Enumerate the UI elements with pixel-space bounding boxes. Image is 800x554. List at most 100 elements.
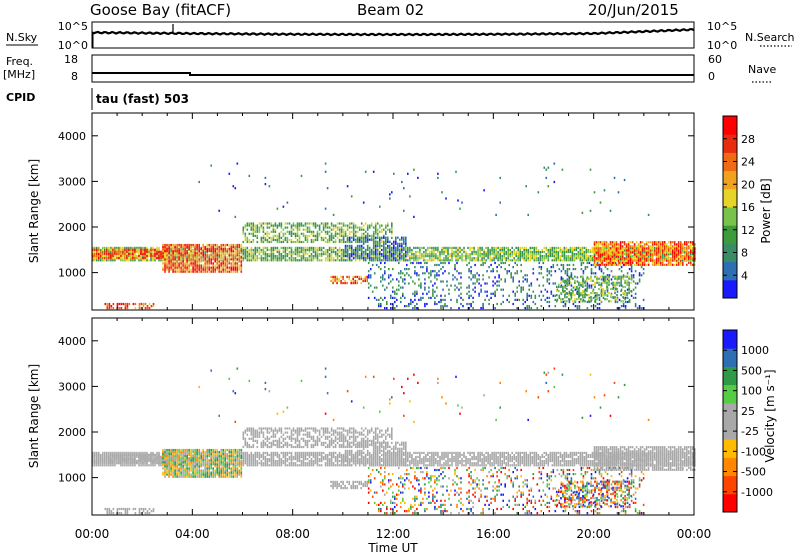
power-pixel	[326, 248, 329, 252]
power-pixel	[421, 246, 423, 249]
power-pixel	[680, 261, 682, 264]
power-pixel	[348, 253, 351, 256]
power-pixel	[546, 280, 549, 283]
power-pixel	[541, 255, 544, 258]
power-pixel	[623, 247, 626, 250]
power-pixel	[282, 238, 285, 242]
power-pixel	[441, 248, 443, 252]
power-pixel	[641, 255, 644, 258]
power-pixel	[601, 253, 604, 256]
power-pixel	[194, 254, 196, 257]
power-pixel	[567, 257, 570, 260]
power-pixel	[478, 278, 480, 281]
power-pixel	[441, 246, 443, 249]
power-pixel	[521, 257, 523, 260]
power-pixel	[639, 255, 642, 258]
power-pixel	[210, 254, 212, 257]
power-pixel	[348, 257, 351, 260]
power-pixel	[451, 259, 453, 262]
power-pixel	[597, 259, 600, 262]
power-pixel	[186, 258, 188, 261]
power-pixel	[146, 305, 149, 308]
power-pixel	[560, 278, 563, 281]
power-pixel	[238, 268, 241, 271]
power-pixel	[369, 276, 372, 279]
power-pixel	[252, 222, 255, 225]
power-pixel	[334, 253, 337, 256]
power-pixel	[96, 246, 98, 249]
power-pixel	[330, 250, 333, 254]
power-pixel	[350, 259, 353, 262]
power-pixel	[250, 224, 253, 227]
power-pixel	[118, 307, 121, 310]
power-pixel	[310, 253, 313, 256]
power-pixel	[270, 230, 273, 233]
power-pixel	[483, 253, 485, 256]
power-pixel	[552, 294, 555, 297]
power-pixel	[190, 248, 192, 251]
power-pixel	[446, 305, 448, 308]
power-pixel	[469, 259, 471, 262]
power-pixel	[517, 250, 519, 254]
power-pixel	[338, 277, 340, 281]
power-pixel	[172, 248, 174, 251]
power-pixel	[637, 257, 640, 260]
power-pixel	[367, 282, 370, 285]
power-pixel	[588, 277, 590, 280]
power-pixel	[122, 246, 124, 249]
power-pixel	[244, 238, 247, 242]
power-pixel	[264, 259, 267, 262]
power-pixel	[312, 246, 315, 249]
power-pixel	[362, 255, 365, 258]
power-pixel	[324, 222, 327, 225]
power-pixel	[619, 247, 622, 250]
nsky-tick-top-left: 10^5	[58, 20, 88, 33]
power-pixel	[515, 253, 517, 256]
power-pixel	[519, 250, 521, 254]
power-pixel	[434, 263, 436, 267]
power-pixel	[467, 253, 469, 256]
power-pixel	[602, 280, 605, 283]
power-pixel	[680, 251, 682, 254]
power-pixel	[526, 280, 528, 283]
power-pixel	[306, 234, 309, 237]
power-pixel	[194, 270, 196, 273]
power-pixel	[682, 247, 684, 250]
power-pixel	[332, 250, 335, 254]
power-pixel	[192, 245, 194, 249]
power-pixel	[228, 258, 231, 261]
power-pixel	[300, 240, 303, 244]
power-pixel	[346, 282, 348, 285]
power-pixel	[564, 305, 567, 308]
power-pixel	[172, 256, 174, 259]
power-pixel	[461, 255, 463, 258]
power-pixel	[212, 254, 214, 257]
power-pixel	[252, 253, 255, 256]
power-pixel	[641, 249, 644, 252]
power-pixel	[667, 259, 670, 262]
power-pixel	[463, 246, 465, 249]
power-pixel	[426, 268, 428, 271]
power-pixel	[500, 278, 502, 281]
power-pixel	[620, 283, 622, 286]
power-pixel	[242, 259, 245, 262]
power-pixel	[300, 248, 303, 252]
velocity-pixel	[100, 462, 102, 465]
power-pixel	[160, 250, 162, 253]
power-pixel	[548, 278, 551, 281]
power-pixel	[198, 250, 200, 253]
power-pixel	[651, 263, 654, 266]
power-pixel	[362, 279, 364, 283]
power-pixel	[417, 250, 419, 254]
power-pixel	[116, 252, 118, 255]
power-pixel	[671, 249, 674, 252]
power-pixel	[661, 249, 664, 252]
power-pixel	[665, 247, 668, 250]
power-pixel	[180, 270, 182, 273]
power-pixel	[455, 250, 457, 254]
power-pixel	[224, 245, 226, 249]
power-pixel	[352, 248, 355, 252]
power-pixel	[575, 246, 578, 249]
power-pixel	[174, 264, 176, 267]
power-pixel	[401, 259, 403, 262]
